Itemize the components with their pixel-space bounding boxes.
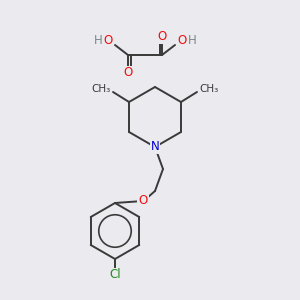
Text: O: O — [103, 34, 112, 47]
Text: H: H — [94, 34, 102, 47]
Text: Cl: Cl — [109, 268, 121, 281]
Text: O: O — [123, 67, 133, 80]
Text: O: O — [177, 34, 187, 47]
Text: H: H — [188, 34, 196, 47]
Text: CH₃: CH₃ — [92, 84, 111, 94]
Text: N: N — [151, 140, 159, 154]
Text: CH₃: CH₃ — [199, 84, 218, 94]
Text: O: O — [138, 194, 148, 208]
Text: O: O — [158, 31, 166, 44]
